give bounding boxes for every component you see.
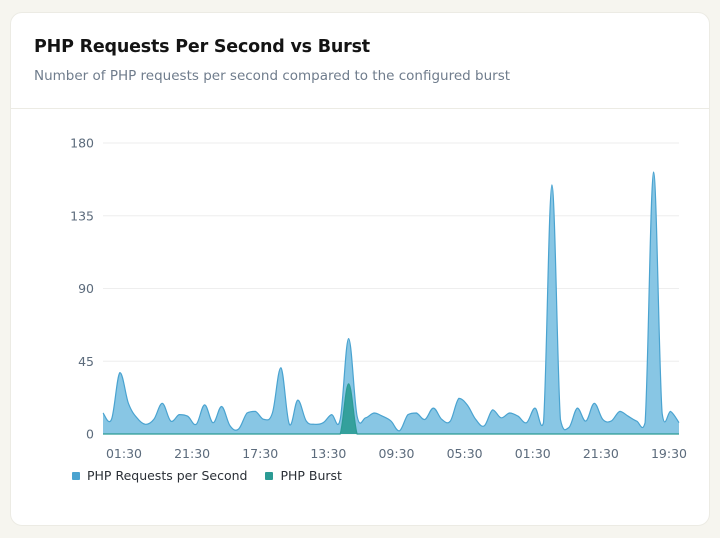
legend-item-requests[interactable]: PHP Requests per Second (72, 468, 247, 483)
legend-label-requests: PHP Requests per Second (87, 468, 248, 483)
chart-subtitle: Number of PHP requests per second compar… (34, 68, 511, 84)
y-tick-label: 90 (78, 281, 94, 296)
x-tick-label: 05:30 (447, 446, 483, 461)
y-tick-label: 0 (86, 427, 94, 442)
x-tick-label: 01:30 (106, 446, 142, 461)
x-tick-label: 21:30 (174, 446, 210, 461)
x-tick-label: 19:30 (651, 446, 687, 461)
requests-area (103, 172, 679, 434)
chart-card: PHP Requests Per Second vs Burst Number … (10, 12, 710, 526)
burst-line (103, 383, 679, 435)
x-tick-label: 13:30 (310, 446, 346, 461)
legend-item-burst[interactable]: PHP Burst (265, 468, 342, 483)
y-tick-label: 135 (70, 208, 94, 223)
legend-swatch-requests (72, 471, 80, 480)
chart-title: PHP Requests Per Second vs Burst (34, 37, 370, 57)
x-tick-label: 09:30 (378, 446, 414, 461)
card-header: PHP Requests Per Second vs Burst Number … (11, 13, 709, 109)
requests-line (102, 171, 680, 432)
x-tick-label: 01:30 (515, 446, 551, 461)
chart-legend: PHP Requests per Second PHP Burst (72, 468, 342, 483)
y-tick-label: 45 (78, 354, 94, 369)
y-tick-label: 180 (70, 136, 94, 151)
x-tick-label: 17:30 (242, 446, 278, 461)
legend-swatch-burst (265, 471, 274, 480)
legend-label-burst: PHP Burst (280, 468, 342, 483)
x-tick-label: 21:30 (583, 446, 619, 461)
